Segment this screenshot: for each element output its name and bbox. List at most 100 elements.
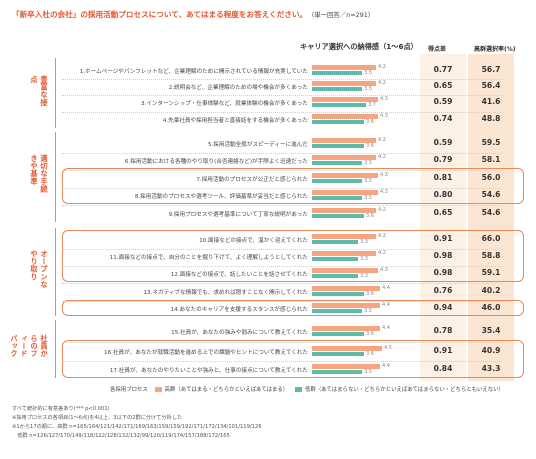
value-label-low-8: 3.5 [364, 194, 372, 201]
footnote-2: ※採用プロセスの各項目(1〜6点)を4以上、3以下の2群に分けて分析した [12, 415, 183, 421]
score-diff-15: 0.78 [433, 326, 453, 335]
legend-label-high: 高群（あてはまる・どちらかといえばあてはまる） [164, 387, 289, 393]
row-separator [62, 187, 502, 189]
value-label-low-13: 3.6 [366, 290, 374, 297]
group-label-2: 適切な手続きや基準 [12, 132, 56, 222]
value-label-low-12: 3.3 [360, 272, 368, 279]
title-text: 「新卒入社の会社」の採用活動プロセスについて、あてはまる程度をお答えください。 [12, 10, 308, 19]
score-diff-11: 0.98 [433, 251, 453, 260]
value-label-high-11: 4.2 [378, 250, 386, 256]
category-label-16: 16.社員が、あなたが就職活動を進める上での課題やヒントについて教えてくれた [104, 350, 308, 356]
bar-high-7 [312, 173, 378, 178]
value-label-low-3: 3.7 [368, 101, 376, 108]
score-diff-6: 0.79 [433, 155, 453, 164]
category-label-13: 13.ネガティブな情報でも、求めれば隠すことなく開示してくれた [143, 290, 308, 296]
legend-swatch-low [295, 387, 303, 392]
high-rate-5: 59.5 [481, 138, 501, 147]
col-header-rate: 高群選択率(%) [474, 46, 516, 53]
bar-low-2 [312, 86, 362, 91]
high-rate-1: 56.7 [481, 65, 501, 74]
rate-column-bg [468, 54, 514, 381]
value-label-high-6: 4.2 [378, 154, 386, 160]
value-label-high-16: 4.5 [384, 345, 392, 351]
row-separator [62, 152, 502, 154]
footnote-1: すべて統計的に有意差あり(*** p<0.001) [12, 406, 110, 412]
category-label-4: 4.先輩社員や採用担当者と直接話をする機会が多くあった [162, 118, 308, 124]
bar-high-13 [312, 286, 380, 291]
bar-low-10 [312, 239, 358, 244]
col-header-diff: 得点差 [428, 46, 447, 53]
title-note: （単一回答／n=291） [311, 11, 375, 19]
bar-low-12 [312, 273, 358, 278]
group-label-text: 豊富な接点 [30, 75, 49, 107]
row-separator [62, 265, 502, 267]
chart-title: キャリア選択への納得感（1〜6点） [300, 42, 418, 51]
score-diff-4: 0.74 [433, 114, 453, 123]
legend-label-low: 低群（あてはまらない・どちらかといえばあてはまらない・どちらともいえない） [305, 387, 504, 393]
value-label-high-1: 4.2 [378, 64, 386, 70]
value-label-high-10: 4.2 [378, 233, 386, 239]
highlight-box-1 [62, 168, 524, 204]
row-separator [62, 283, 502, 284]
category-label-3: 3.インターンシップ・仕事体験など、就業体験の機会が多くあった [141, 101, 308, 107]
bar-high-3 [312, 97, 378, 102]
row-separator [62, 361, 502, 362]
bar-low-6 [312, 160, 362, 165]
category-label-14: 14.あなたのキャリアを支援するスタンスが感じられた [170, 307, 308, 313]
category-label-12: 12.面接などの接点で、話したいことを話させてくれた [170, 272, 308, 278]
row-separator [62, 342, 502, 343]
bar-high-17 [312, 364, 380, 369]
bar-low-17 [312, 369, 362, 374]
score-diff-13: 0.76 [433, 286, 453, 295]
group-label-1: 豊富な接点 [12, 58, 56, 128]
bar-high-8 [312, 190, 378, 195]
value-label-high-5: 4.2 [378, 137, 386, 143]
bar-high-1 [312, 65, 376, 70]
score-diff-17: 0.84 [433, 364, 453, 373]
category-label-15: 15.社員が、あなたの強みや弱みについて教えてくれた [171, 330, 308, 336]
score-diff-12: 0.98 [433, 268, 453, 277]
value-label-high-9: 4.2 [378, 207, 386, 213]
high-rate-15: 35.4 [481, 326, 501, 335]
row-separator [62, 205, 502, 206]
high-rate-13: 40.2 [481, 286, 501, 295]
legend-swatch-high [154, 387, 162, 392]
value-label-high-14: 4.4 [382, 302, 390, 308]
group-label-text: オープンなやり取り [30, 250, 49, 289]
category-label-11: 11.面接などの接点で、自分のことを掘り下げて、よく理解しようとしてくれた [109, 255, 308, 261]
value-label-low-2: 3.5 [364, 85, 372, 92]
category-label-1: 1.ホームページやパンフレットなど、企業理解のために開示されている情報が充実して… [79, 69, 308, 75]
bar-high-2 [312, 81, 376, 86]
value-label-low-17: 3.5 [364, 368, 372, 375]
bar-low-1 [312, 70, 362, 75]
value-label-low-10: 3.3 [360, 238, 368, 245]
bar-low-5 [312, 143, 364, 148]
bar-high-10 [312, 234, 376, 239]
score-diff-9: 0.65 [433, 208, 453, 217]
legend-title: 各採用プロセス [110, 387, 148, 393]
value-label-high-12: 4.3 [380, 267, 388, 273]
row-separator [62, 170, 502, 171]
value-label-high-4: 4.3 [380, 113, 388, 119]
category-label-6: 6.採用活動における各種のやり取り(合否連絡など)が手際よく迅速だった [124, 159, 308, 165]
bar-high-6 [312, 155, 376, 160]
bar-high-4 [312, 114, 378, 119]
bar-high-9 [312, 208, 376, 213]
score-diff-16: 0.91 [433, 346, 453, 355]
row-separator [62, 95, 502, 96]
value-label-high-17: 4.4 [382, 363, 390, 369]
group-label-text: 適切な手続きや基準 [30, 154, 49, 194]
value-label-high-15: 4.4 [382, 325, 390, 331]
score-diff-5: 0.59 [433, 138, 453, 147]
high-rate-14: 46.0 [481, 303, 501, 312]
bar-low-3 [312, 102, 366, 107]
diff-column-bg [420, 54, 466, 381]
value-label-low-7: 3.5 [364, 177, 372, 184]
value-label-low-5: 3.6 [366, 142, 374, 149]
score-diff-7: 0.81 [433, 173, 453, 182]
bar-low-13 [312, 291, 364, 296]
bar-low-8 [312, 195, 362, 200]
page-title: 「新卒入社の会社」の採用活動プロセスについて、あてはまる程度をお答えください。（… [12, 9, 374, 20]
score-diff-1: 0.77 [433, 65, 453, 74]
value-label-high-2: 4.2 [378, 80, 386, 86]
